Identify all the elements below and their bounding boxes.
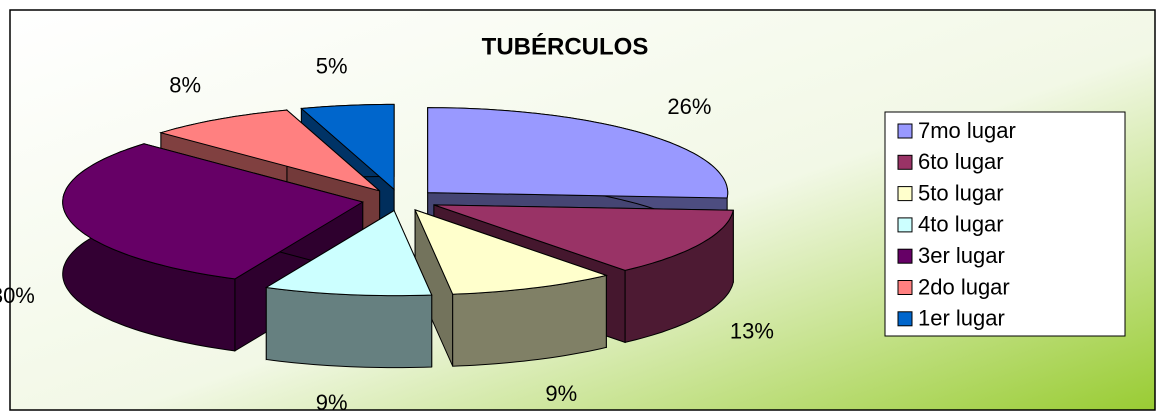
data-label: 30% [0, 283, 35, 308]
slice [159, 109, 380, 192]
legend-swatch [897, 248, 913, 264]
legend-swatch [897, 186, 913, 202]
slice [414, 209, 609, 295]
legend-swatch [897, 311, 913, 327]
legend-swatch [897, 217, 913, 233]
data-label: 9% [545, 381, 577, 406]
legend-box [884, 111, 1126, 337]
legend-label: 5to lugar [918, 180, 1004, 205]
legend-swatch [897, 154, 913, 170]
slice [427, 107, 729, 199]
data-label: 8% [169, 73, 201, 98]
data-label: 9% [316, 390, 348, 414]
legend-label: 4to lugar [918, 212, 1004, 237]
legend-label: 2do lugar [918, 274, 1010, 299]
pie [62, 103, 734, 369]
data-label: 26% [667, 94, 711, 119]
slice-wall [265, 286, 433, 369]
legend-label: 3er lugar [918, 243, 1005, 268]
slice [433, 204, 734, 271]
data-label: 13% [730, 319, 774, 344]
data-label: 5% [316, 53, 348, 78]
slice [300, 103, 395, 191]
legend-swatch [897, 123, 913, 139]
legend-label: 1er lugar [918, 306, 1005, 331]
slice [62, 143, 364, 280]
chart-title: TUBÉRCULOS [482, 32, 649, 60]
legend-swatch [897, 280, 913, 295]
slice [264, 209, 433, 297]
legend-label: 6to lugar [918, 149, 1004, 174]
legend-label: 7mo lugar [918, 118, 1016, 143]
